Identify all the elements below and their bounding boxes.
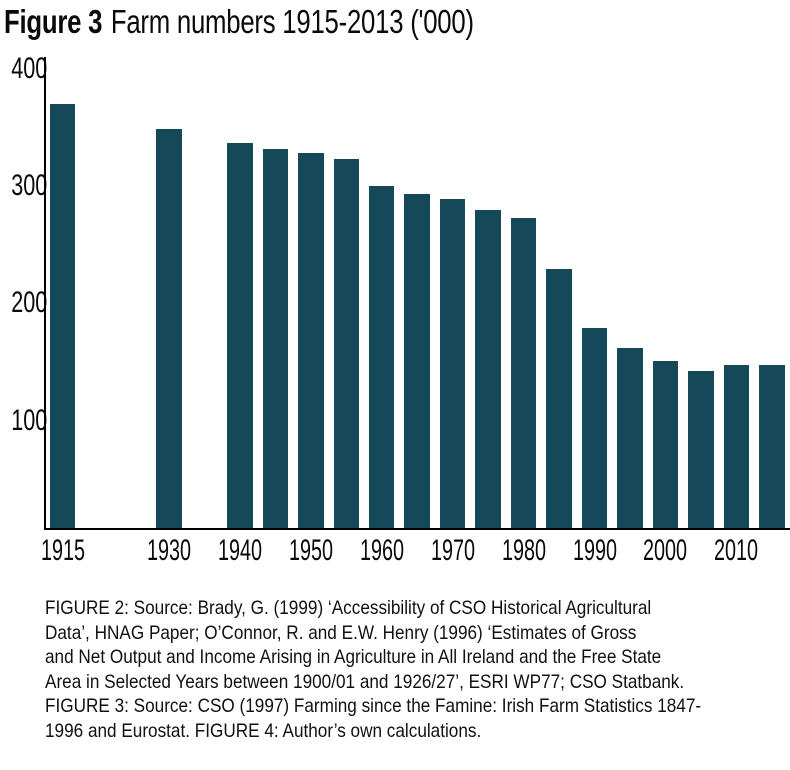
x-axis-line (43, 527, 790, 530)
bar-1995 (617, 348, 643, 530)
caption-line-1: FIGURE 2: Source: Brady, G. (1999) ‘Acce… (45, 597, 652, 619)
bar-2013 (759, 364, 785, 530)
y-tick-label-200: 200 (11, 286, 48, 320)
bar-2005 (688, 371, 714, 530)
bar-1945 (262, 148, 289, 530)
bar-1965 (404, 193, 430, 530)
x-tick-label-2010: 2010 (714, 534, 759, 567)
figure-number: Figure 3 (4, 3, 103, 40)
figure-title: Figure 3 Farm numbers 1915-2013 ('000) (4, 1, 474, 43)
x-tick-label-1930: 1930 (146, 534, 191, 567)
x-tick-label-1980: 1980 (501, 534, 546, 567)
bar-1960 (368, 185, 395, 530)
caption-line-5: FIGURE 3: Source: CSO (1997) Farming sin… (45, 695, 702, 717)
x-tick-label-1950: 1950 (288, 534, 333, 567)
bar-1970 (439, 199, 466, 530)
x-tick-label-1960: 1960 (359, 534, 404, 567)
bar-1980 (510, 217, 537, 530)
bar-chart: 400 300 200 100 1915 1930 1940 1950 1960 1970 198… (11, 51, 790, 567)
caption-line-4: Area in Selected Years between 1900/01 a… (45, 670, 685, 693)
bar-2000 (652, 361, 679, 530)
x-tick-label-1970: 1970 (430, 534, 475, 567)
caption-line-3: and Net Output and Income Arising in Agr… (45, 646, 662, 668)
bar-2010 (723, 364, 750, 530)
y-tick-label-400: 400 (11, 51, 48, 85)
x-tick-label-1915: 1915 (40, 534, 85, 567)
caption-line-6: 1996 and Eurostat. FIGURE 4: Author’s ow… (45, 719, 482, 742)
x-tick-label-1990: 1990 (572, 534, 617, 567)
x-tick-label-1940: 1940 (217, 534, 262, 567)
x-tick-label-2000: 2000 (643, 534, 688, 567)
bar-1950 (298, 153, 324, 530)
caption-line-2: Data’, HNAG Paper; O’Connor, R. and E.W.… (45, 621, 637, 644)
bar-1930 (156, 129, 182, 530)
bar-1985 (546, 269, 572, 530)
bar-1975 (475, 209, 501, 530)
bar-1915 (49, 104, 76, 530)
y-tick-label-300: 300 (11, 168, 48, 202)
bar-1990 (581, 327, 608, 530)
y-axis-line (43, 57, 46, 530)
figure-title-text: Farm numbers 1915-2013 ('000) (110, 3, 474, 40)
bar-1940 (227, 143, 253, 530)
y-tick-label-100: 100 (11, 403, 48, 437)
source-caption: FIGURE 2: Source: Brady, G. (1999) ‘Acce… (45, 596, 758, 743)
bar-1955 (333, 159, 359, 530)
